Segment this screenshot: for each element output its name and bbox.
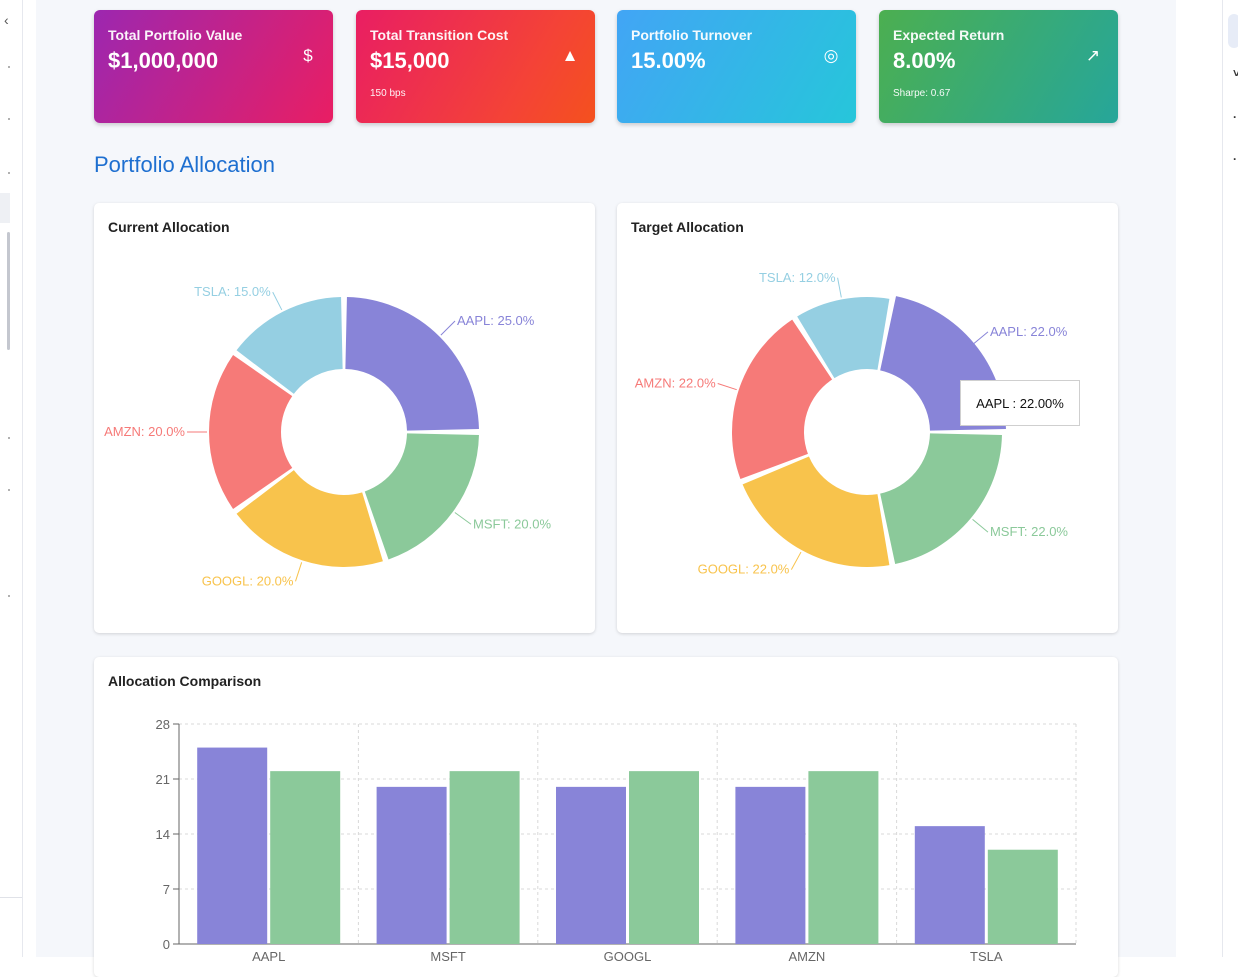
- bar-current-msft: [376, 786, 447, 944]
- pie-label: AAPL: 22.0%: [990, 324, 1068, 339]
- warning-icon: ▲: [561, 46, 579, 65]
- bar-current-googl: [556, 786, 626, 944]
- pie-slice-googl: [742, 456, 890, 567]
- bar-current-tsla: [914, 826, 985, 944]
- pie-slice-tsla: [236, 297, 343, 394]
- right-panel-glyph: ·: [1233, 152, 1237, 166]
- trending-up-icon: ↗: [1085, 46, 1101, 65]
- pie-label-line: [717, 383, 737, 391]
- chart-tooltip: AAPL : 22.00%: [960, 380, 1080, 426]
- pie-label: AMZN: 22.0%: [635, 375, 716, 390]
- kpi-label: Expected Return: [893, 27, 1005, 43]
- pie-label-line: [972, 518, 989, 533]
- kpi-sub: Sharpe: 0.67: [893, 88, 951, 99]
- pie-label: MSFT: 22.0%: [990, 524, 1068, 539]
- right-panel: ˅ · ·: [1222, 0, 1238, 957]
- nav-dot: [8, 66, 10, 68]
- bar-current-aapl: [197, 747, 268, 944]
- card-title: Allocation Comparison: [108, 673, 262, 689]
- sidebar-scrollbar[interactable]: [7, 232, 10, 350]
- card-title: Target Allocation: [631, 219, 744, 235]
- pie-label: AAPL: 25.0%: [457, 313, 535, 328]
- pie-slice-amzn: [732, 319, 833, 479]
- y-tick-label: 14: [156, 827, 170, 842]
- kpi-total-portfolio-value: Total Portfolio Value $1,000,000 $: [94, 10, 333, 123]
- sidebar-divider: [0, 897, 22, 898]
- dollar-icon: $: [303, 46, 313, 65]
- pie-label: AMZN: 20.0%: [104, 424, 185, 439]
- nav-dot: [8, 118, 10, 120]
- pie-label: GOOGL: 20.0%: [202, 573, 294, 588]
- bar-target-googl: [629, 771, 699, 944]
- pie-label-line: [837, 277, 842, 298]
- pie-label: TSLA: 12.0%: [759, 270, 836, 285]
- pie-slice-aapl: [345, 297, 479, 431]
- allocation-comparison-card: Allocation Comparison 0 7 14 21 28 AAPL MSFT GO…: [94, 657, 1118, 977]
- pie-label-line: [272, 291, 283, 311]
- data-usage-icon: ◎: [823, 46, 839, 65]
- nav-dot: [8, 489, 10, 491]
- bar-current-amzn: [735, 786, 806, 944]
- pie-label-line: [972, 331, 989, 346]
- kpi-value: 15.00%: [631, 48, 706, 73]
- right-panel-glyph: ·: [1233, 110, 1237, 124]
- nav-dot: [8, 172, 10, 174]
- right-panel-tab[interactable]: [1228, 14, 1238, 48]
- kpi-label: Total Transition Cost: [370, 27, 509, 43]
- bar-target-aapl: [270, 771, 341, 944]
- current-allocation-card: Current Allocation AAPL: 25.0% TSLA: 15.0…: [94, 203, 595, 633]
- pie-slice-tsla: [797, 297, 890, 379]
- nav-dot: [8, 437, 10, 439]
- kpi-value: 8.00%: [893, 48, 956, 73]
- bar-target-tsla: [987, 849, 1058, 944]
- pie-label: MSFT: 20.0%: [473, 516, 551, 531]
- kpi-portfolio-turnover: Portfolio Turnover 15.00% ◎: [617, 10, 856, 123]
- y-tick-label: 21: [156, 772, 170, 787]
- pie-slice-msft: [364, 433, 479, 560]
- kpi-label: Portfolio Turnover: [631, 27, 753, 43]
- current-allocation-donut: AAPL: 25.0% TSLA: 15.0% AMZN: 20.0% GOOGL: …: [104, 284, 551, 588]
- kpi-value: $15,000: [370, 48, 450, 73]
- y-tick-label: 7: [163, 882, 170, 897]
- pie-label-line: [454, 512, 472, 525]
- y-tick-label: 0: [163, 937, 170, 952]
- pie-slice-msft: [880, 433, 1002, 565]
- pie-label: GOOGL: 22.0%: [698, 562, 790, 577]
- pie-slice-amzn: [209, 355, 293, 509]
- collapse-sidebar-icon[interactable]: ‹: [4, 12, 9, 28]
- pie-label-line: [295, 562, 303, 582]
- bar-target-amzn: [808, 771, 879, 944]
- right-panel-glyph: ˅: [1233, 66, 1238, 80]
- pie-label-line: [790, 551, 802, 570]
- kpi-sub: 150 bps: [370, 88, 406, 99]
- section-title: Portfolio Allocation: [94, 152, 275, 177]
- bar-target-msft: [449, 771, 520, 944]
- pie-label: TSLA: 15.0%: [194, 284, 271, 299]
- card-title: Current Allocation: [108, 219, 230, 235]
- y-tick-label: 28: [156, 717, 170, 732]
- nav-selected-indicator: [0, 193, 10, 223]
- nav-dot: [8, 595, 10, 597]
- kpi-label: Total Portfolio Value: [108, 27, 243, 43]
- kpi-value: $1,000,000: [108, 48, 219, 73]
- kpi-total-transition-cost: Total Transition Cost $15,000 150 bps ▲: [356, 10, 595, 123]
- left-sidebar: ‹: [0, 0, 23, 957]
- kpi-expected-return: Expected Return 8.00% Sharpe: 0.67 ↗: [879, 10, 1118, 123]
- pie-label-line: [440, 320, 456, 336]
- pie-slice-googl: [236, 470, 383, 567]
